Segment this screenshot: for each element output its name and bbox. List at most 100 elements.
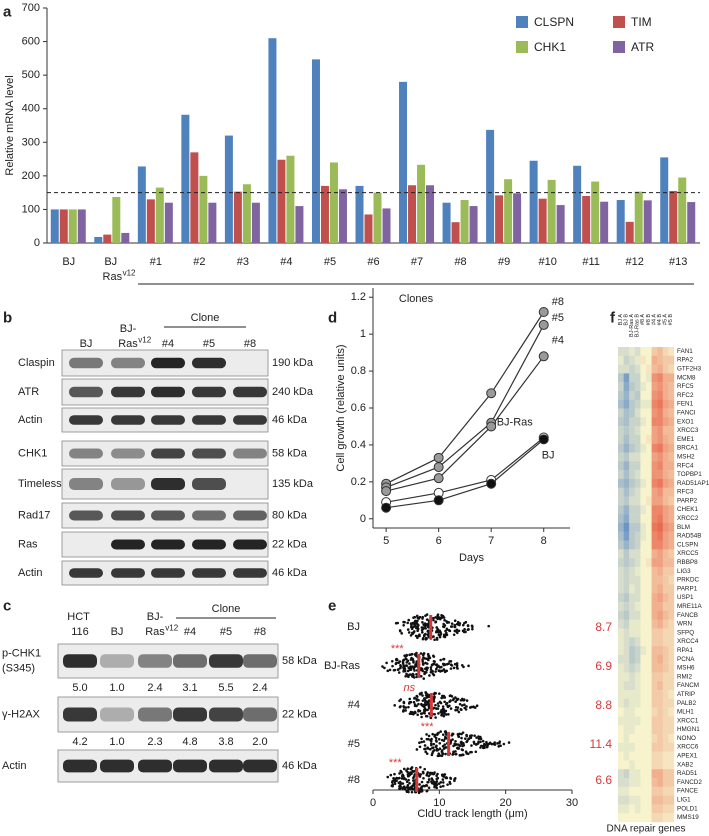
heat-cell <box>646 452 652 462</box>
heat-cell <box>668 786 675 796</box>
bar <box>233 191 242 243</box>
bar <box>268 38 277 243</box>
heat-cell <box>623 470 630 480</box>
heat-cell <box>651 795 658 805</box>
heat-cell <box>662 813 669 823</box>
header-label: Clone <box>191 312 220 324</box>
swarm-dot <box>391 783 395 786</box>
bar <box>77 209 86 243</box>
y-tick-label: 0 <box>34 237 40 249</box>
y-tick-label: 700 <box>22 2 40 14</box>
swarm-dot <box>443 700 446 704</box>
heat-cell <box>629 426 635 436</box>
size-label: 22 kDa <box>272 539 308 551</box>
heat-cell <box>651 390 658 400</box>
row-label: RAD51AP1 <box>677 480 709 487</box>
heat-cell <box>623 382 630 392</box>
swarm-dot <box>417 617 421 620</box>
heat-cell <box>668 698 675 708</box>
heat-cell <box>634 610 641 620</box>
swarm-dot <box>492 742 496 746</box>
point <box>486 421 497 432</box>
heat-cell <box>618 355 624 365</box>
heat-cell <box>629 566 635 576</box>
swarm-dot <box>427 734 431 738</box>
heat-cell <box>629 593 635 603</box>
panel-label: a <box>3 4 12 21</box>
heat-cell <box>623 461 630 471</box>
heat-cell <box>634 725 641 735</box>
heat-cell <box>640 382 647 392</box>
legend-label: CHK1 <box>534 40 566 54</box>
significance: *** <box>388 757 402 769</box>
size-label: 80 kDa <box>272 510 308 522</box>
heat-cell <box>618 443 624 453</box>
heat-cell <box>651 434 658 444</box>
heat-cell <box>662 522 669 532</box>
heat-cell <box>623 434 630 444</box>
swarm-dot <box>442 668 446 671</box>
heat-cell <box>668 514 675 524</box>
heat-cell <box>668 373 675 383</box>
band <box>151 478 185 490</box>
heat-cell <box>634 716 641 726</box>
swarm-dot <box>440 749 444 752</box>
swarm-dot <box>440 616 443 620</box>
heat-cell <box>646 540 652 550</box>
swarm-dot <box>450 622 454 625</box>
point <box>433 452 444 463</box>
heat-cell <box>657 531 663 541</box>
swarm-dot <box>419 712 423 715</box>
heat-cell <box>646 566 652 576</box>
swarm-dot <box>438 635 442 639</box>
row-label: NONO <box>677 735 696 742</box>
heat-cell <box>668 505 675 515</box>
band <box>192 415 226 425</box>
heat-cell <box>657 470 663 480</box>
heat-cell <box>651 478 658 488</box>
swarm-dot <box>445 620 448 623</box>
heat-cell <box>662 769 669 779</box>
swarm-dot <box>431 746 434 750</box>
heat-cell <box>640 496 647 506</box>
swarm-dot <box>400 632 403 635</box>
swarm-dot <box>424 747 427 751</box>
heat-cell <box>651 417 658 427</box>
swarm-dot <box>432 742 436 746</box>
heat-cell <box>651 813 658 823</box>
heat-cell <box>668 584 675 594</box>
swarm-dot <box>422 634 426 638</box>
heat-cell <box>662 672 669 682</box>
heat-cell <box>662 558 669 568</box>
row-label: Actin <box>18 567 42 579</box>
heat-cell <box>646 795 652 805</box>
heat-cell <box>657 663 663 673</box>
y-axis-label: Cell growth (relative units) <box>335 344 347 471</box>
swarm-dot <box>502 742 506 746</box>
heat-cell <box>640 760 647 770</box>
heat-cell <box>623 487 630 497</box>
swarm-dot <box>460 742 463 746</box>
swarm-dot <box>404 709 407 712</box>
heat-cell <box>640 452 647 462</box>
heat-cell <box>668 795 675 805</box>
heat-cell <box>640 804 647 814</box>
band <box>138 759 172 773</box>
swarm-dot <box>434 739 438 742</box>
heat-cell <box>618 558 624 568</box>
heat-cell <box>668 646 675 656</box>
lane-label: #4 <box>162 338 174 350</box>
row-label: CLSPN <box>677 541 698 548</box>
heat-cell <box>618 734 624 744</box>
band <box>111 448 145 459</box>
bar <box>112 197 121 243</box>
swarm-dot <box>465 705 468 708</box>
heat-cell <box>623 707 630 717</box>
bar <box>513 193 522 243</box>
band <box>192 539 226 550</box>
swarm-dot <box>464 620 468 624</box>
legend-swatch <box>613 16 625 28</box>
heat-cell <box>629 786 635 796</box>
heat-cell <box>623 742 630 752</box>
band <box>192 568 226 578</box>
